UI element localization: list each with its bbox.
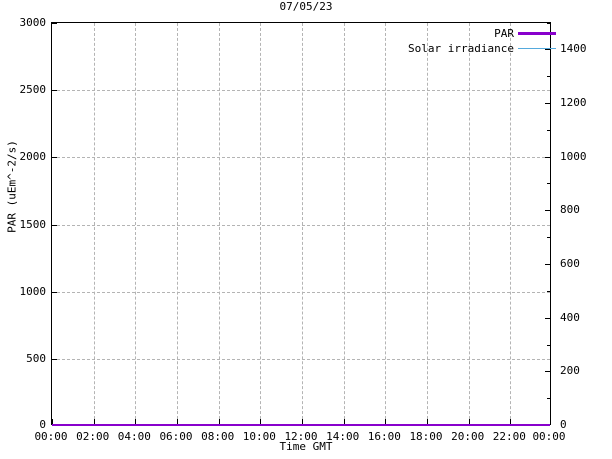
- tick-bottom-0000b: [550, 419, 551, 424]
- y2tick-label-600: 600: [560, 256, 580, 270]
- ytick-label-2500: 2500: [19, 83, 47, 97]
- legend: PAR Solar irradiance: [330, 26, 556, 56]
- legend-label-solar-irradiance: Solar irradiance: [408, 42, 514, 55]
- tick-right-1400: [545, 49, 550, 51]
- tick-bottom-0600: [177, 419, 178, 424]
- ytick-label-500: 500: [26, 351, 46, 365]
- series-line-par: [52, 424, 550, 426]
- tick-right-200: [545, 371, 550, 373]
- gridline-x-1400: [343, 23, 345, 424]
- y2tick-label-200: 200: [560, 364, 580, 378]
- tick-bottom-2200: [510, 419, 512, 424]
- xtick-label-1200: 12:00: [284, 430, 318, 443]
- tick-bottom-0400: [135, 419, 137, 424]
- xtick-label-0200: 02:00: [76, 430, 110, 443]
- xtick-label-0800: 08:00: [201, 430, 235, 443]
- gridlines: [52, 23, 550, 424]
- tick-left-3000: [52, 23, 57, 24]
- tick-bottom-0000a: [52, 419, 53, 424]
- gridline-x-1200: [302, 23, 303, 424]
- y2tick-label-1200: 1200: [560, 95, 587, 109]
- y-axis-title-par: PAR (uEm^-2/s): [5, 140, 19, 233]
- gridline-x-0800: [218, 23, 220, 424]
- gridline-y-1000: [52, 291, 550, 293]
- tick-left-2500: [52, 90, 57, 92]
- legend-label-par: PAR: [494, 27, 514, 40]
- xtick-label-1400: 14:00: [326, 430, 360, 443]
- xtick-label-0400: 04:00: [117, 430, 151, 443]
- ytick-label-2000: 2000: [19, 150, 47, 164]
- tick-right-minor-100: [547, 398, 550, 400]
- gridline-y-1500: [52, 224, 550, 226]
- xtick-label-2000: 20:00: [451, 430, 485, 443]
- gridline-y-2500: [52, 90, 550, 92]
- tick-left-500: [52, 358, 57, 360]
- tick-right-minor-300: [547, 344, 550, 346]
- tick-right-minor-700: [547, 237, 550, 239]
- xtick-label-1800: 18:00: [409, 430, 443, 443]
- legend-swatch-par-icon: [518, 32, 556, 35]
- y2tick-label-1400: 1400: [560, 42, 587, 56]
- tick-bottom-0200: [93, 419, 95, 424]
- gridline-y-2000: [52, 157, 550, 159]
- tick-right-minor-500: [547, 290, 550, 292]
- gridline-y-500: [52, 358, 550, 360]
- gridline-x-0600: [177, 23, 178, 424]
- y2tick-label-0: 0: [560, 418, 567, 431]
- xtick-label-0600: 06:00: [159, 430, 193, 443]
- gridline-x-2200: [510, 23, 512, 424]
- y2tick-label-400: 400: [560, 310, 580, 324]
- ytick-label-0: 0: [39, 418, 46, 431]
- tick-right-minor-900: [547, 183, 550, 185]
- x-axis-title: Time GMT: [279, 440, 333, 453]
- tick-right-800: [545, 210, 550, 212]
- gridline-x-1000: [260, 23, 262, 424]
- y2tick-label-800: 800: [560, 203, 580, 217]
- tick-right-600: [545, 263, 550, 265]
- tick-bottom-1600: [385, 419, 387, 424]
- tick-bottom-1400: [343, 419, 345, 424]
- tick-bottom-2000: [468, 419, 470, 424]
- legend-item-par: PAR: [330, 26, 556, 41]
- tick-right-minor-1100: [547, 129, 550, 131]
- tick-right-1200: [545, 102, 550, 104]
- tick-right-minor-1300: [547, 76, 550, 78]
- tick-bottom-1200: [302, 419, 303, 424]
- gridline-x-1800: [427, 23, 428, 424]
- legend-swatch-solar-irradiance-icon: [518, 48, 556, 49]
- xtick-label-2200: 22:00: [492, 430, 526, 443]
- tick-right-400: [545, 317, 550, 319]
- tick-bottom-1000: [260, 419, 262, 424]
- xtick-label-1000: 10:00: [242, 430, 276, 443]
- tick-left-2000: [52, 157, 57, 159]
- gridline-x-1600: [385, 23, 387, 424]
- tick-bottom-0800: [218, 419, 220, 424]
- tick-bottom-1800: [427, 419, 428, 424]
- tick-left-1500: [52, 224, 57, 226]
- xtick-label-0000b: 00:00: [532, 430, 566, 443]
- tick-right-minor-1500: [547, 23, 550, 24]
- plot-area: [51, 22, 551, 426]
- gridline-x-0200: [93, 23, 95, 424]
- xtick-label-0000a: 00:00: [34, 430, 68, 443]
- legend-item-solar-irradiance: Solar irradiance: [330, 41, 556, 56]
- ytick-label-1000: 1000: [19, 284, 47, 298]
- gridline-x-0400: [135, 23, 137, 424]
- ytick-label-1500: 1500: [19, 217, 47, 231]
- gridline-x-2000: [468, 23, 470, 424]
- tick-right-1000: [545, 156, 550, 158]
- tick-left-1000: [52, 291, 57, 293]
- chart-title: 07/05/23: [279, 0, 333, 13]
- ytick-label-3000: 3000: [19, 16, 47, 29]
- xtick-label-1600: 16:00: [367, 430, 401, 443]
- y2tick-label-1000: 1000: [560, 149, 587, 163]
